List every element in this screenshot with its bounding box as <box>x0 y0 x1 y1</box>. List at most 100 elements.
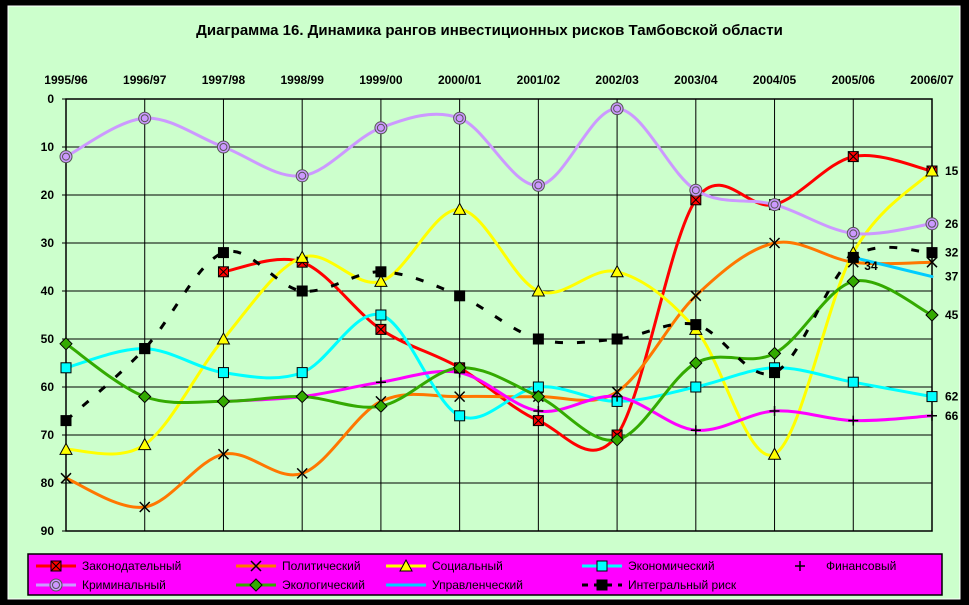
series-point <box>454 290 466 302</box>
series-point <box>60 472 72 484</box>
series-point <box>374 399 388 413</box>
series-point <box>610 264 624 278</box>
series-point <box>296 367 308 379</box>
series-point <box>846 226 860 240</box>
chart-title: Диаграмма 16. Динамика рангов инвестицио… <box>196 22 783 39</box>
legend-label: Финансовый <box>826 559 896 573</box>
series-point <box>295 389 309 404</box>
plot-area <box>65 98 933 532</box>
y-tick-label: 90 <box>41 524 55 538</box>
data-labels: 15 26 32 37 45 62 66 34 <box>864 164 958 423</box>
series-point <box>690 381 702 393</box>
data-label: 26 <box>945 217 959 231</box>
axes: 1995/96 1996/97 1997/98 1998/99 1999/00 2000/… <box>41 73 954 538</box>
x-tick-label: 2004/05 <box>753 73 797 87</box>
legend-label: Управленческий <box>432 578 523 592</box>
legend-item: Управленческий <box>386 578 523 592</box>
x-tick-label: 1995/96 <box>44 73 88 87</box>
series-point <box>296 285 308 297</box>
series-point-inner <box>691 186 700 195</box>
legend: Законодательный Политический Социальный Эко… <box>27 553 943 596</box>
series-point <box>925 308 939 322</box>
series-point <box>375 309 387 321</box>
legend-label: Политический <box>282 559 361 573</box>
y-tick-label: 70 <box>41 428 55 442</box>
data-label: 37 <box>945 270 959 284</box>
legend-item: Криминальный <box>36 578 166 592</box>
legend-item: Экономический <box>582 559 715 573</box>
series-point <box>927 410 937 421</box>
data-label: 45 <box>945 308 959 322</box>
series-point <box>139 343 151 355</box>
series-point <box>454 391 466 403</box>
series-point <box>139 501 151 513</box>
y-tick-label: 10 <box>41 140 55 154</box>
series-point <box>769 237 781 249</box>
series-point <box>295 250 310 263</box>
series-point <box>296 467 308 479</box>
series-point <box>612 391 623 402</box>
series-point-inner <box>849 229 858 238</box>
series-point-inner <box>62 152 70 161</box>
series-point <box>847 251 859 263</box>
marker-cross <box>533 415 544 426</box>
legend-item: Интегральный риск <box>582 578 737 592</box>
y-tick-label: 80 <box>41 476 55 490</box>
marker-cross <box>218 266 229 278</box>
series-point <box>533 406 544 416</box>
series-point <box>138 111 152 125</box>
series-point <box>452 202 467 215</box>
series-point <box>925 163 939 177</box>
series-point <box>767 346 782 361</box>
legend-swatch-marker-inner <box>52 581 60 589</box>
legend-label: Криминальный <box>82 578 166 592</box>
legend-item: Законодательный <box>36 559 181 573</box>
series-point-inner <box>140 114 149 123</box>
x-tick-label: 1996/97 <box>123 73 167 87</box>
legend-swatch-marker <box>399 558 413 572</box>
series-point <box>846 274 860 289</box>
data-label: 62 <box>945 390 959 404</box>
series-point <box>59 442 73 455</box>
series-point <box>768 198 782 212</box>
series-point <box>295 169 309 183</box>
series-point <box>690 319 702 331</box>
series-point <box>217 367 229 379</box>
legend-item: Экологический <box>236 578 365 592</box>
series-point <box>137 437 152 451</box>
data-label: 15 <box>945 164 959 178</box>
x-tick-label: 1997/98 <box>202 73 246 87</box>
series-point <box>690 425 701 436</box>
series-point <box>532 333 544 345</box>
series-point-inner <box>928 219 936 228</box>
series-line <box>222 154 934 452</box>
y-tick-label: 20 <box>41 188 55 202</box>
legend-swatch-marker <box>250 560 262 572</box>
series-point <box>847 376 859 388</box>
series-point-inner <box>770 200 779 209</box>
series-point <box>216 140 230 154</box>
x-tick-label: 1999/00 <box>359 73 403 87</box>
data-label: 34 <box>864 259 878 273</box>
y-tick-label: 50 <box>41 332 55 346</box>
legend-swatch-marker <box>249 578 263 592</box>
legend-swatch-marker <box>596 579 608 591</box>
series-point <box>216 331 231 345</box>
series-point <box>60 362 72 374</box>
series-point <box>690 290 702 302</box>
x-tick-label: 2000/01 <box>438 73 482 87</box>
legend-label: Экологический <box>282 578 365 592</box>
series-point <box>217 247 229 259</box>
series-point <box>374 121 388 135</box>
series-point-inner <box>219 143 228 151</box>
x-tick-label: 2002/03 <box>595 73 639 87</box>
x-tick-label: 2003/04 <box>674 73 718 87</box>
legend-label: Экономический <box>628 559 715 573</box>
y-tick-label: 60 <box>41 380 55 394</box>
legend-label: Законодательный <box>82 559 181 573</box>
series-point-inner <box>298 171 307 180</box>
series-point <box>926 256 938 268</box>
legend-swatch-marker <box>795 561 805 571</box>
